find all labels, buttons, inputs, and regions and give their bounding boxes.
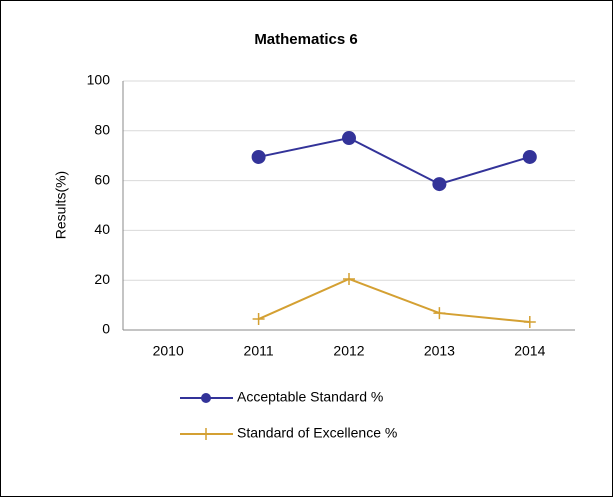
point [433, 307, 446, 320]
x-tick-label: 2011 [244, 343, 274, 359]
y-tick-label: 0 [102, 321, 110, 337]
x-tick-label: 2010 [153, 343, 184, 359]
point [522, 149, 537, 164]
y-tick-label: 20 [94, 271, 110, 287]
x-tick-label: 2014 [514, 343, 545, 359]
y-tick-label: 100 [87, 72, 111, 88]
point [432, 177, 447, 192]
chart-title: Mathematics 6 [254, 31, 357, 48]
series-line [258, 136, 531, 186]
legend-marker [201, 393, 211, 403]
series-line [258, 277, 530, 324]
y-tick-label: 80 [94, 122, 110, 138]
legend-label: Standard of Excellence % [237, 425, 397, 441]
point [251, 149, 266, 164]
y-axis-label: Results(%) [53, 171, 69, 239]
legend-label: Acceptable Standard % [237, 389, 383, 405]
y-tick-label: 60 [94, 171, 110, 187]
legend-marker [200, 428, 212, 440]
point [523, 316, 536, 329]
point [343, 272, 355, 285]
y-tick-label: 40 [94, 221, 110, 237]
x-tick-label: 2012 [333, 343, 364, 359]
point [342, 131, 356, 146]
point [252, 313, 265, 326]
x-tick-label: 2013 [424, 343, 455, 359]
